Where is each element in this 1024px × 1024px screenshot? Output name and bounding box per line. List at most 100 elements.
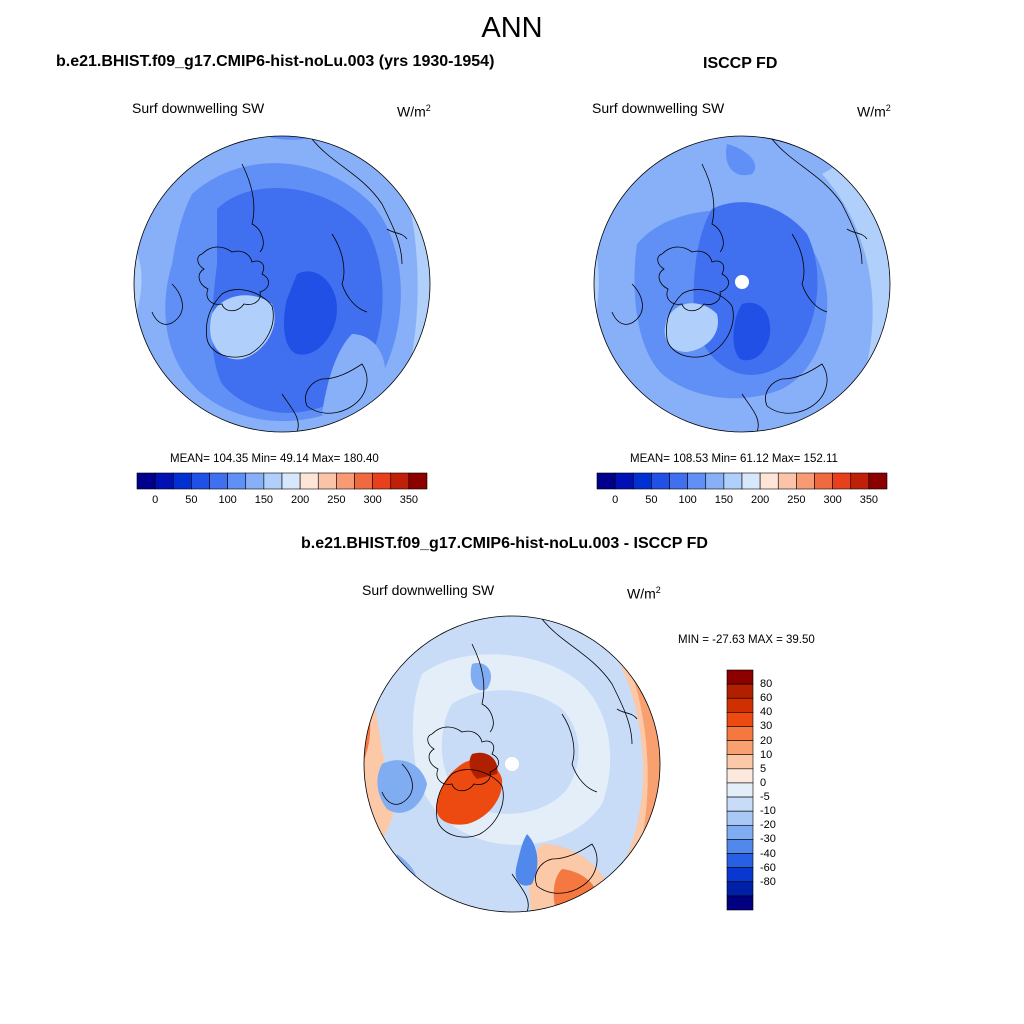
right-units-label: W/m2 bbox=[857, 103, 891, 120]
colorbar-swatch bbox=[726, 726, 754, 741]
right-stats: MEAN= 108.53 Min= 61.12 Max= 152.11 bbox=[630, 453, 838, 465]
colorbar-tick-label: -5 bbox=[760, 791, 770, 804]
colorbar-tick-label: 300 bbox=[823, 494, 842, 506]
colorbar-swatch bbox=[726, 740, 754, 756]
right-polar-map bbox=[593, 135, 891, 433]
colorbar-swatch bbox=[705, 472, 725, 490]
colorbar-swatch bbox=[687, 472, 707, 490]
diff-polar-map bbox=[363, 615, 661, 913]
colorbar-swatch bbox=[354, 472, 373, 490]
colorbar-tick-label: 50 bbox=[645, 494, 658, 506]
colorbar-swatch bbox=[777, 472, 797, 490]
colorbar-swatch bbox=[814, 472, 833, 490]
colorbar-swatch bbox=[299, 472, 319, 490]
colorbar-swatch bbox=[317, 472, 337, 490]
colorbar-swatch bbox=[726, 712, 754, 727]
colorbar-tick-label: -60 bbox=[760, 861, 776, 874]
colorbar-swatch bbox=[136, 472, 156, 490]
colorbar-swatch bbox=[154, 472, 174, 490]
left-colorbar-labels: 0 50 100 150 200 250 300 350 bbox=[137, 494, 427, 508]
colorbar-swatch bbox=[596, 472, 616, 490]
colorbar-tick-label: 100 bbox=[218, 494, 237, 506]
colorbar-swatch bbox=[726, 839, 754, 854]
colorbar-swatch bbox=[726, 754, 754, 770]
colorbar-swatch bbox=[632, 472, 652, 490]
colorbar-swatch bbox=[726, 895, 754, 911]
colorbar-swatch bbox=[726, 867, 754, 883]
colorbar-tick-label: 50 bbox=[185, 494, 198, 506]
right-colorbar bbox=[596, 472, 888, 490]
diff-units-label: W/m2 bbox=[627, 585, 661, 602]
colorbar-swatch bbox=[191, 472, 210, 490]
colorbar-tick-label: 350 bbox=[399, 494, 419, 506]
colorbar-swatch bbox=[669, 472, 688, 490]
colorbar-tick-label: -80 bbox=[760, 875, 776, 888]
right-variable-label: Surf downwelling SW bbox=[592, 100, 725, 116]
colorbar-swatch bbox=[726, 824, 754, 840]
left-colorbar bbox=[136, 472, 428, 490]
colorbar-swatch bbox=[832, 472, 852, 490]
diff-panel-title: b.e21.BHIST.f09_g17.CMIP6-hist-noLu.003 … bbox=[301, 535, 708, 552]
colorbar-swatch bbox=[726, 768, 754, 784]
colorbar-swatch bbox=[726, 782, 754, 798]
colorbar-swatch bbox=[741, 472, 761, 490]
diff-variable-label: Surf downwelling SW bbox=[362, 582, 495, 598]
colorbar-swatch bbox=[614, 472, 634, 490]
colorbar-tick-label: 20 bbox=[760, 734, 773, 747]
left-units-label: W/m2 bbox=[397, 103, 431, 120]
colorbar-swatch bbox=[726, 697, 754, 713]
diff-colorbar bbox=[726, 669, 754, 911]
left-stats: MEAN= 104.35 Min= 49.14 Max= 180.40 bbox=[170, 453, 379, 465]
right-panel-title: ISCCP FD bbox=[703, 55, 778, 72]
colorbar-swatch bbox=[281, 472, 301, 490]
colorbar-tick-label: 60 bbox=[760, 692, 773, 705]
colorbar-swatch bbox=[726, 810, 754, 826]
colorbar-tick-label: 250 bbox=[327, 494, 346, 506]
colorbar-tick-label: -10 bbox=[760, 805, 776, 818]
left-polar-map bbox=[133, 135, 431, 433]
colorbar-swatch bbox=[796, 472, 815, 490]
left-panel-title: b.e21.BHIST.f09_g17.CMIP6-hist-noLu.003 … bbox=[56, 53, 495, 70]
colorbar-swatch bbox=[726, 683, 754, 699]
colorbar-tick-label: -40 bbox=[760, 847, 776, 860]
colorbar-tick-label: 0 bbox=[612, 494, 619, 506]
left-variable-label: Surf downwelling SW bbox=[132, 100, 265, 116]
colorbar-swatch bbox=[726, 796, 754, 812]
colorbar-tick-label: 150 bbox=[714, 494, 734, 506]
colorbar-swatch bbox=[850, 472, 870, 490]
right-colorbar-labels: 0 50 100 150 200 250 300 350 bbox=[597, 494, 887, 508]
colorbar-swatch bbox=[390, 472, 410, 490]
colorbar-tick-label: 350 bbox=[859, 494, 879, 506]
colorbar-tick-label: 100 bbox=[678, 494, 697, 506]
diff-stats: MIN = -27.63 MAX = 39.50 bbox=[678, 634, 815, 646]
colorbar-swatch bbox=[372, 472, 392, 490]
colorbar-swatch bbox=[651, 472, 670, 490]
colorbar-swatch bbox=[227, 472, 247, 490]
colorbar-swatch bbox=[172, 472, 192, 490]
colorbar-tick-label: 0 bbox=[152, 494, 159, 506]
colorbar-swatch bbox=[245, 472, 265, 490]
colorbar-tick-label: 200 bbox=[750, 494, 770, 506]
colorbar-swatch bbox=[868, 472, 888, 490]
colorbar-tick-label: 200 bbox=[290, 494, 310, 506]
colorbar-tick-label: 250 bbox=[787, 494, 806, 506]
colorbar-tick-label: 80 bbox=[760, 678, 773, 691]
diff-colorbar-labels: 80 60 40 30 20 10 5 0 -5 -10 -20 -30 -40 -60 -80 bbox=[758, 670, 798, 910]
colorbar-tick-label: 40 bbox=[760, 706, 773, 719]
colorbar-swatch bbox=[723, 472, 743, 490]
colorbar-swatch bbox=[209, 472, 228, 490]
colorbar-tick-label: 150 bbox=[254, 494, 274, 506]
colorbar-tick-label: 0 bbox=[760, 776, 767, 789]
colorbar-swatch bbox=[726, 853, 754, 868]
colorbar-tick-label: 5 bbox=[760, 762, 767, 775]
colorbar-tick-label: -30 bbox=[760, 833, 776, 846]
main-title: ANN bbox=[481, 12, 543, 44]
colorbar-tick-label: -20 bbox=[760, 819, 776, 832]
colorbar-tick-label: 300 bbox=[363, 494, 382, 506]
colorbar-tick-label: 30 bbox=[760, 720, 773, 733]
colorbar-swatch bbox=[263, 472, 283, 490]
colorbar-swatch bbox=[726, 669, 754, 685]
colorbar-tick-label: 10 bbox=[760, 748, 773, 761]
colorbar-swatch bbox=[726, 881, 754, 897]
colorbar-swatch bbox=[408, 472, 428, 490]
